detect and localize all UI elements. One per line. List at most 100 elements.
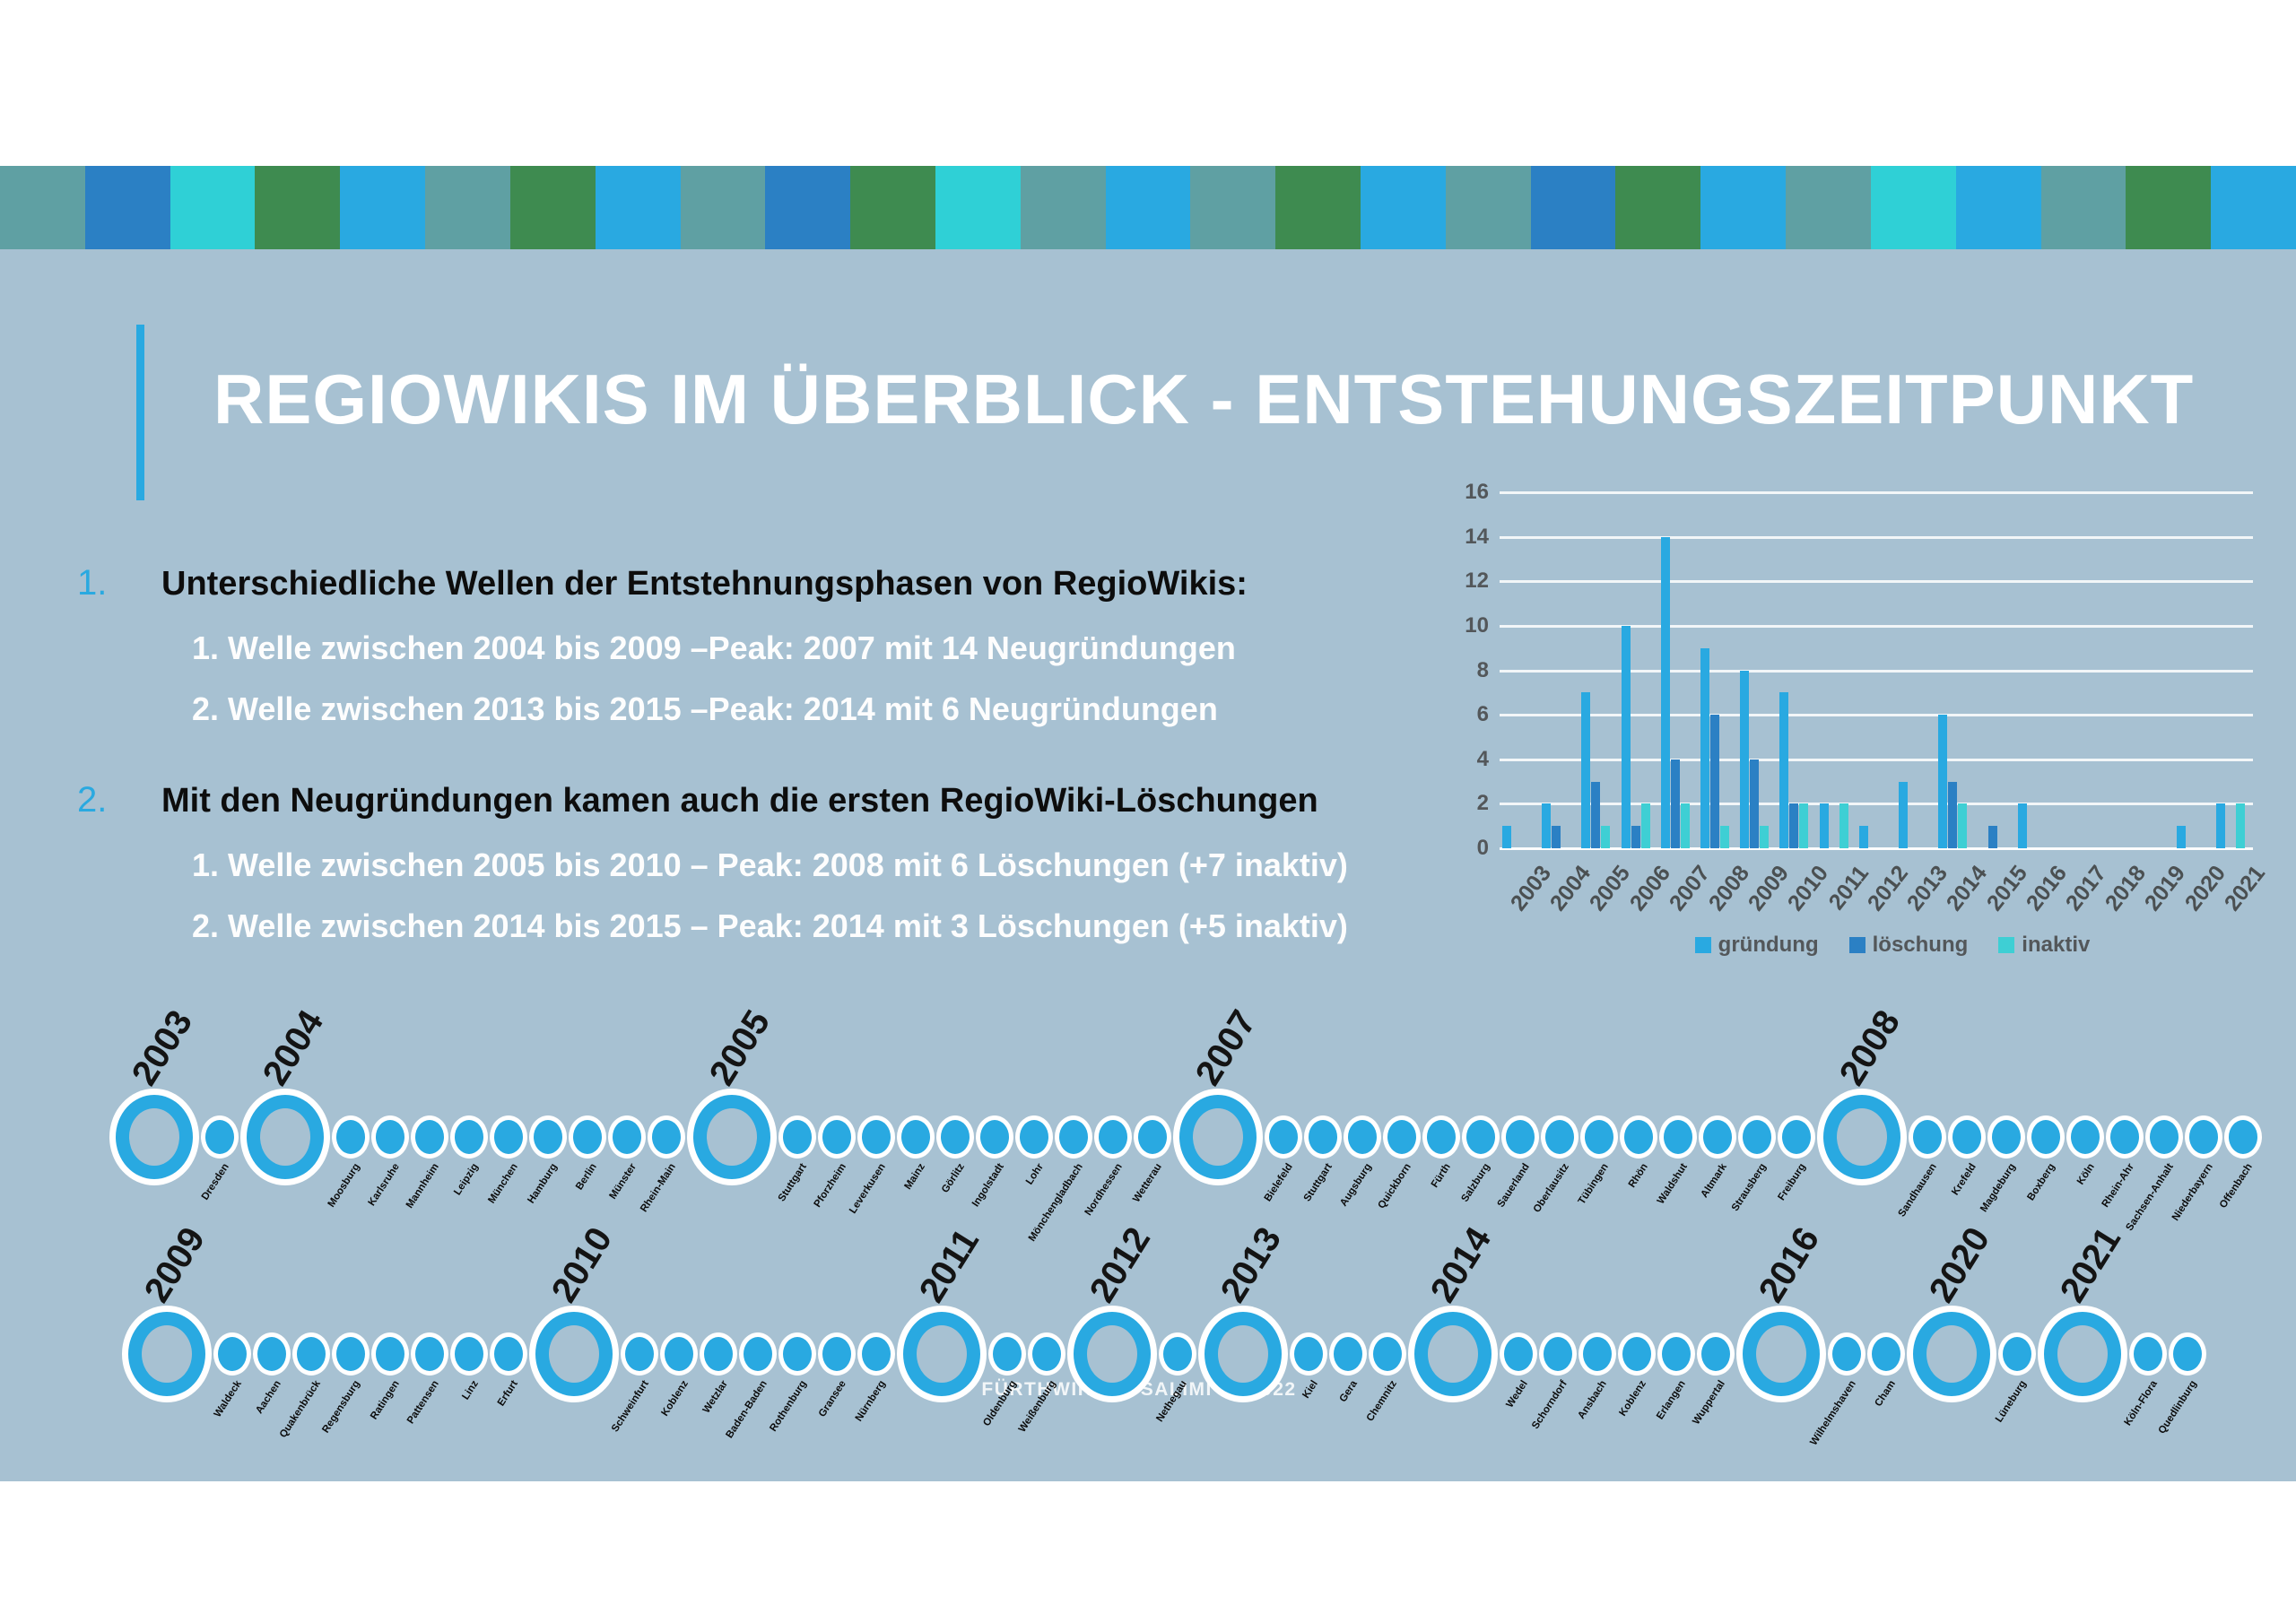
chart-ytick-14: 14 (1465, 524, 1489, 549)
timeline-wiki-dot-2008-1 (1948, 1115, 1986, 1159)
bar-gründung-2003 (1502, 826, 1511, 848)
bar-löschung-2009 (1750, 759, 1760, 848)
bar-gründung-2007 (1660, 536, 1670, 848)
timeline-wiki-dot-2007-9 (1620, 1115, 1657, 1159)
chart-ytick-0: 0 (1476, 836, 1489, 860)
timeline-wiki-dot-2007-11 (1699, 1115, 1736, 1159)
bar-gründung-2014 (1938, 715, 1948, 848)
timeline-wiki-dot-2009-2 (292, 1332, 330, 1376)
timeline-wiki-dot-2005-5 (976, 1115, 1013, 1159)
decorative-color-stripe (0, 166, 2296, 249)
timeline-wiki-dot-2008-2 (1987, 1115, 2025, 1159)
bar-inaktiv-2009 (1760, 826, 1770, 848)
stripe-segment-2 (170, 166, 256, 249)
timeline-year-ring-2008 (1817, 1089, 1907, 1185)
timeline-wiki-dot-2005-7 (1055, 1115, 1092, 1159)
timeline-wiki-dot-2008-8 (2224, 1115, 2262, 1159)
timeline-wiki-dot-2004-6 (569, 1115, 606, 1159)
stripe-segment-25 (2126, 166, 2212, 249)
bar-löschung-2007 (1670, 759, 1680, 848)
bar-löschung-2006 (1631, 826, 1640, 848)
timeline-year-ring-2004 (240, 1089, 330, 1185)
chart-gridline-8 (1500, 669, 2253, 673)
stripe-segment-18 (1530, 166, 1616, 249)
timeline-wiki-dot-2010-6 (857, 1332, 895, 1376)
timeline-year-ring-2005 (687, 1089, 777, 1185)
timeline-wiki-dot-2014-2 (1578, 1332, 1616, 1376)
chart-gridline-12 (1500, 580, 2253, 584)
timeline-wiki-dot-2008-0 (1909, 1115, 1946, 1159)
timeline-wiki-dot-2013-0 (1290, 1332, 1327, 1376)
bullet-1-number: 1. (77, 563, 108, 603)
timeline-wiki-dot-2007-4 (1422, 1115, 1460, 1159)
timeline-wiki-dot-2007-12 (1738, 1115, 1776, 1159)
timeline-year-ring-2011 (897, 1306, 987, 1402)
chart-gridline-10 (1500, 624, 2253, 628)
legend-item-löschung: löschung (1848, 933, 1968, 958)
bar-gründung-2004 (1542, 803, 1552, 848)
stripe-segment-0 (0, 166, 85, 249)
bullet-1-line-2: 2. Welle zwischen 2013 bis 2015 –Peak: 2… (192, 690, 1218, 727)
bullet-1-line-1: 1. Welle zwischen 2004 bis 2009 –Peak: 2… (192, 629, 1236, 666)
bullet-2-line-2: 2. Welle zwischen 2014 bis 2015 – Peak: … (192, 907, 1348, 944)
chart-gridline-16 (1500, 491, 2253, 494)
chart-gridline-0 (1500, 847, 2253, 850)
chart-gridline-4 (1500, 758, 2253, 761)
timeline-wiki-dot-2014-5 (1697, 1332, 1735, 1376)
timeline-year-ring-2021 (2038, 1306, 2127, 1402)
stripe-segment-20 (1700, 166, 1787, 249)
bar-inaktiv-2007 (1680, 803, 1690, 848)
timeline-wiki-dot-2004-3 (450, 1115, 488, 1159)
timeline-wiki-dot-2004-8 (648, 1115, 685, 1159)
timeline-wiki-dot-2014-3 (1618, 1332, 1656, 1376)
stripe-segment-9 (765, 166, 851, 249)
timeline-wiki-dot-2014-0 (1500, 1332, 1537, 1376)
timeline-year-ring-2020 (1907, 1306, 1996, 1402)
timeline-wiki-dot-2009-1 (253, 1332, 291, 1376)
timeline-wiki-dot-2009-3 (332, 1332, 370, 1376)
bar-gründung-2011 (1819, 803, 1829, 848)
stripe-segment-10 (850, 166, 935, 249)
bullet-2-number: 2. (77, 780, 108, 820)
timeline-wiki-dot-2008-3 (2027, 1115, 2065, 1159)
stripe-segment-23 (1955, 166, 2041, 249)
legend-swatch-inaktiv (1998, 937, 2015, 953)
bar-inaktiv-2006 (1640, 803, 1650, 848)
timeline-wiki-dot-2007-1 (1304, 1115, 1342, 1159)
stripe-segment-13 (1105, 166, 1191, 249)
stripe-segment-15 (1275, 166, 1361, 249)
timeline-wiki-dot-2005-8 (1094, 1115, 1132, 1159)
bar-inaktiv-2008 (1720, 826, 1730, 848)
timeline-wiki-dot-2007-2 (1344, 1115, 1381, 1159)
timeline-wiki-dot-2009-6 (450, 1332, 488, 1376)
timeline-wiki-dot-2007-5 (1462, 1115, 1500, 1159)
timeline-wiki-dot-2016-1 (1867, 1332, 1905, 1376)
timeline-wiki-dot-2004-4 (490, 1115, 527, 1159)
bar-gründung-2008 (1700, 647, 1710, 848)
timeline-wiki-dot-2010-1 (660, 1332, 698, 1376)
timeline-wiki-dot-2008-6 (2145, 1115, 2183, 1159)
timeline-wiki-dot-2020-0 (1998, 1332, 2036, 1376)
chart-ytick-4: 4 (1476, 746, 1489, 771)
timeline-wiki-dot-2010-2 (700, 1332, 737, 1376)
chart-ytick-6: 6 (1476, 702, 1489, 727)
timeline-year-ring-2010 (529, 1306, 619, 1402)
timeline-wiki-dot-2014-1 (1539, 1332, 1577, 1376)
timeline-wiki-dot-2011-0 (988, 1332, 1026, 1376)
chart-legend: gründung löschung inaktiv (1605, 933, 2179, 958)
stripe-segment-1 (84, 166, 170, 249)
timeline-wiki-dot-2012-0 (1159, 1332, 1196, 1376)
chart-gridline-14 (1500, 535, 2253, 539)
bar-gründung-2013 (1899, 781, 1909, 848)
legend-swatch-gründung (1694, 937, 1711, 953)
stripe-segment-24 (2040, 166, 2126, 249)
timeline-wiki-dot-2004-0 (332, 1115, 370, 1159)
stripe-segment-16 (1361, 166, 1446, 249)
timeline-wiki-dot-2007-10 (1659, 1115, 1697, 1159)
bullet-2-heading: Mit den Neugründungen kamen auch die ers… (161, 782, 1318, 820)
timeline-wiki-dot-2009-7 (490, 1332, 527, 1376)
timeline-wiki-dot-2007-7 (1541, 1115, 1578, 1159)
timeline-wiki-dot-2021-0 (2129, 1332, 2167, 1376)
legend-item-gründung: gründung (1694, 933, 1819, 958)
timeline-wiki-dot-2008-4 (2066, 1115, 2104, 1159)
